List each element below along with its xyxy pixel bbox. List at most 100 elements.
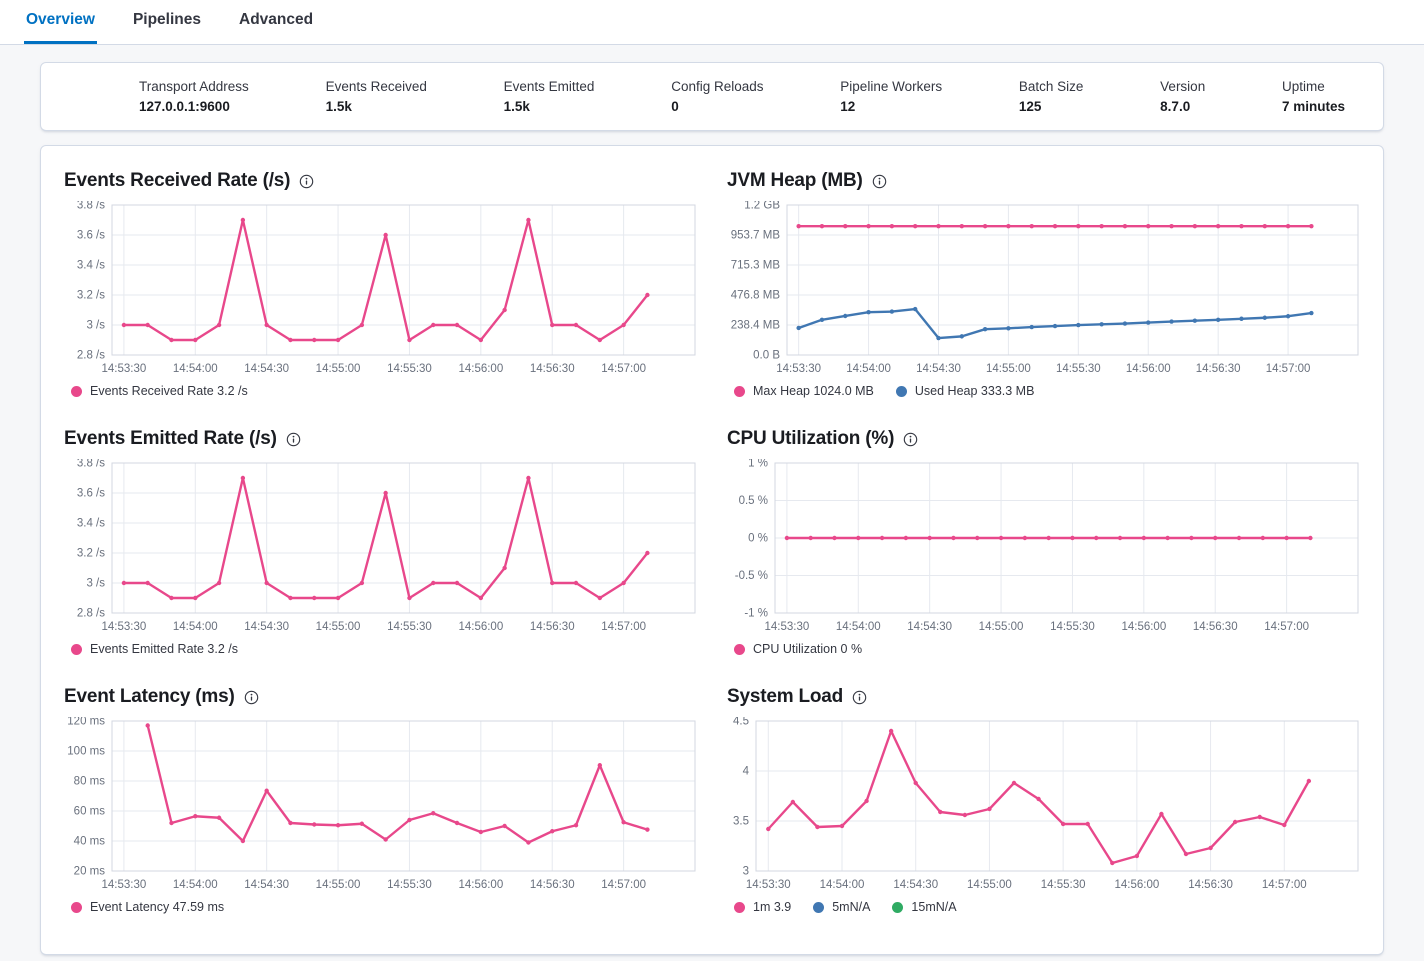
- legend-dot: [71, 643, 82, 655]
- info-icon[interactable]: [286, 432, 301, 447]
- svg-text:-1 %: -1 %: [744, 608, 768, 620]
- chart-header: CPU Utilization (%): [727, 428, 1360, 450]
- line-chart: 14:53:30 14:54:00 14:54:30 14:55:00 14:55:30…: [64, 458, 697, 637]
- legend-item[interactable]: 1m 3.9: [734, 900, 791, 914]
- svg-text:14:53:30: 14:53:30: [102, 879, 147, 891]
- svg-text:476.8 MB: 476.8 MB: [731, 290, 781, 302]
- stat-label: Uptime: [1281, 79, 1325, 94]
- stat-value: 7 minutes: [1281, 98, 1345, 114]
- legend-label: Max Heap 1024.0 MB: [753, 384, 874, 399]
- legend-dot: [892, 901, 904, 913]
- legend-item[interactable]: Events Received Rate 3.2 /s: [71, 384, 248, 398]
- svg-text:120 ms: 120 ms: [67, 717, 105, 728]
- svg-text:14:57:00: 14:57:00: [601, 879, 646, 891]
- chart-title: JVM Heap (MB): [727, 170, 863, 192]
- svg-text:0 %: 0 %: [748, 533, 768, 545]
- legend-dot: [734, 385, 745, 397]
- legend-item[interactable]: Max Heap 1024.0 MB: [734, 384, 874, 398]
- stat-value: 12: [840, 98, 856, 114]
- svg-text:14:53:30: 14:53:30: [102, 363, 147, 375]
- legend-item[interactable]: 15mN/A: [892, 900, 957, 915]
- svg-text:14:56:30: 14:56:30: [1188, 879, 1233, 891]
- svg-text:3.4 /s: 3.4 /s: [77, 260, 105, 272]
- line-chart: 14:53:30 14:54:00 14:54:30 14:55:00 14:55:30…: [727, 458, 1360, 637]
- stat-events-received: Events Received 1.5k: [326, 77, 435, 116]
- stat-version: Version 8.7.0: [1160, 77, 1213, 116]
- svg-text:14:55:30: 14:55:30: [1050, 621, 1095, 633]
- stat-label: Pipeline Workers: [840, 79, 943, 94]
- line-chart-svg: 14:53:30 14:54:00 14:54:30 14:55:00 14:55:30…: [77, 458, 696, 633]
- tab-pipelines[interactable]: Pipelines: [132, 11, 201, 29]
- stat-label: Transport Address: [139, 79, 249, 94]
- svg-text:14:53:30: 14:53:30: [776, 363, 821, 375]
- stat-label: Events Emitted: [503, 79, 595, 94]
- tab-bar: Overview Pipelines Advanced: [0, 0, 1424, 45]
- chart-title: CPU Utilization (%): [727, 428, 895, 450]
- svg-text:238.4 MB: 238.4 MB: [731, 320, 781, 332]
- svg-text:3.6 /s: 3.6 /s: [77, 488, 105, 500]
- stat-events-emitted: Events Emitted 1.5k: [504, 77, 603, 116]
- legend-label: 15mN/A: [911, 900, 957, 915]
- svg-text:14:54:00: 14:54:00: [173, 879, 218, 891]
- svg-text:14:55:00: 14:55:00: [967, 879, 1012, 891]
- svg-text:14:57:00: 14:57:00: [601, 363, 646, 375]
- stat-label: Config Reloads: [671, 79, 764, 94]
- legend-label: 1m 3.9: [753, 900, 792, 915]
- legend-dot: [734, 643, 745, 655]
- info-icon[interactable]: [299, 174, 314, 189]
- chart-legend: Events Received Rate 3.2 /s: [64, 384, 697, 398]
- svg-text:14:55:00: 14:55:00: [316, 621, 361, 633]
- svg-text:14:56:00: 14:56:00: [1114, 879, 1159, 891]
- stat-batch-size: Batch Size 125: [1019, 77, 1092, 116]
- info-icon[interactable]: [903, 432, 918, 447]
- svg-text:953.7 MB: 953.7 MB: [731, 230, 781, 242]
- svg-text:715.3 MB: 715.3 MB: [731, 260, 781, 272]
- stat-value: 127.0.0.1:9600: [139, 98, 230, 114]
- svg-text:2.8 /s: 2.8 /s: [77, 350, 105, 362]
- chart-event-latency: Event Latency (ms) 14:53:30 14:54:00 14:54…: [64, 686, 697, 914]
- chart-header: System Load: [727, 686, 1360, 708]
- svg-text:14:57:00: 14:57:00: [1264, 621, 1309, 633]
- info-icon[interactable]: [852, 690, 867, 705]
- svg-text:14:55:00: 14:55:00: [316, 879, 361, 891]
- svg-text:1 %: 1 %: [748, 459, 768, 470]
- info-icon[interactable]: [244, 690, 259, 705]
- svg-text:14:54:00: 14:54:00: [173, 363, 218, 375]
- stat-label: Events Received: [325, 79, 427, 94]
- svg-text:14:56:00: 14:56:00: [458, 363, 503, 375]
- tab-overview[interactable]: Overview: [24, 0, 97, 44]
- chart-header: JVM Heap (MB): [727, 170, 1360, 192]
- chart-title: Event Latency (ms): [64, 686, 235, 708]
- legend-label: 5mN/A: [832, 900, 871, 915]
- svg-text:14:54:00: 14:54:00: [836, 621, 881, 633]
- line-chart: 14:53:30 14:54:00 14:54:30 14:55:00 14:55:30…: [64, 716, 697, 895]
- line-chart-svg: 14:53:30 14:54:00 14:54:30 14:55:00 14:55:30…: [735, 458, 1359, 633]
- charts-grid: Events Received Rate (/s) 14:53:30 14:54:…: [64, 170, 1360, 914]
- svg-text:3.8 /s: 3.8 /s: [77, 201, 105, 212]
- svg-text:14:56:00: 14:56:00: [1121, 621, 1166, 633]
- chart-legend: Max Heap 1024.0 MB Used Heap 333.3 MB: [727, 384, 1360, 398]
- svg-text:40 ms: 40 ms: [74, 836, 106, 848]
- svg-text:20 ms: 20 ms: [74, 866, 106, 878]
- chart-system-load: System Load 14:53:30 14:54:00 14:54:30 14:5…: [727, 686, 1360, 914]
- legend-item[interactable]: 5mN/A: [813, 900, 870, 914]
- svg-text:3 /s: 3 /s: [86, 578, 105, 590]
- stat-value: 0: [671, 98, 679, 114]
- legend-item[interactable]: CPU Utilization 0 %: [734, 642, 862, 656]
- line-chart: 14:53:30 14:54:00 14:54:30 14:55:00 14:55:30…: [727, 716, 1360, 895]
- tab-advanced[interactable]: Advanced: [239, 11, 314, 29]
- svg-text:-0.5 %: -0.5 %: [735, 570, 768, 582]
- legend-item[interactable]: Event Latency 47.59 ms: [71, 900, 224, 914]
- info-icon[interactable]: [872, 174, 887, 189]
- chart-header: Events Emitted Rate (/s): [64, 428, 697, 450]
- svg-text:14:57:00: 14:57:00: [1262, 879, 1307, 891]
- svg-text:14:54:00: 14:54:00: [820, 879, 865, 891]
- line-chart-svg: 14:53:30 14:54:00 14:54:30 14:55:00 14:55:30…: [67, 716, 696, 891]
- svg-text:3.4 /s: 3.4 /s: [77, 518, 105, 530]
- legend-item[interactable]: Events Emitted Rate 3.2 /s: [71, 642, 238, 656]
- svg-text:60 ms: 60 ms: [74, 806, 106, 818]
- svg-text:0.0 B: 0.0 B: [753, 350, 780, 362]
- svg-text:14:55:00: 14:55:00: [316, 363, 361, 375]
- stat-label: Batch Size: [1018, 79, 1084, 94]
- legend-item[interactable]: Used Heap 333.3 MB: [895, 384, 1034, 398]
